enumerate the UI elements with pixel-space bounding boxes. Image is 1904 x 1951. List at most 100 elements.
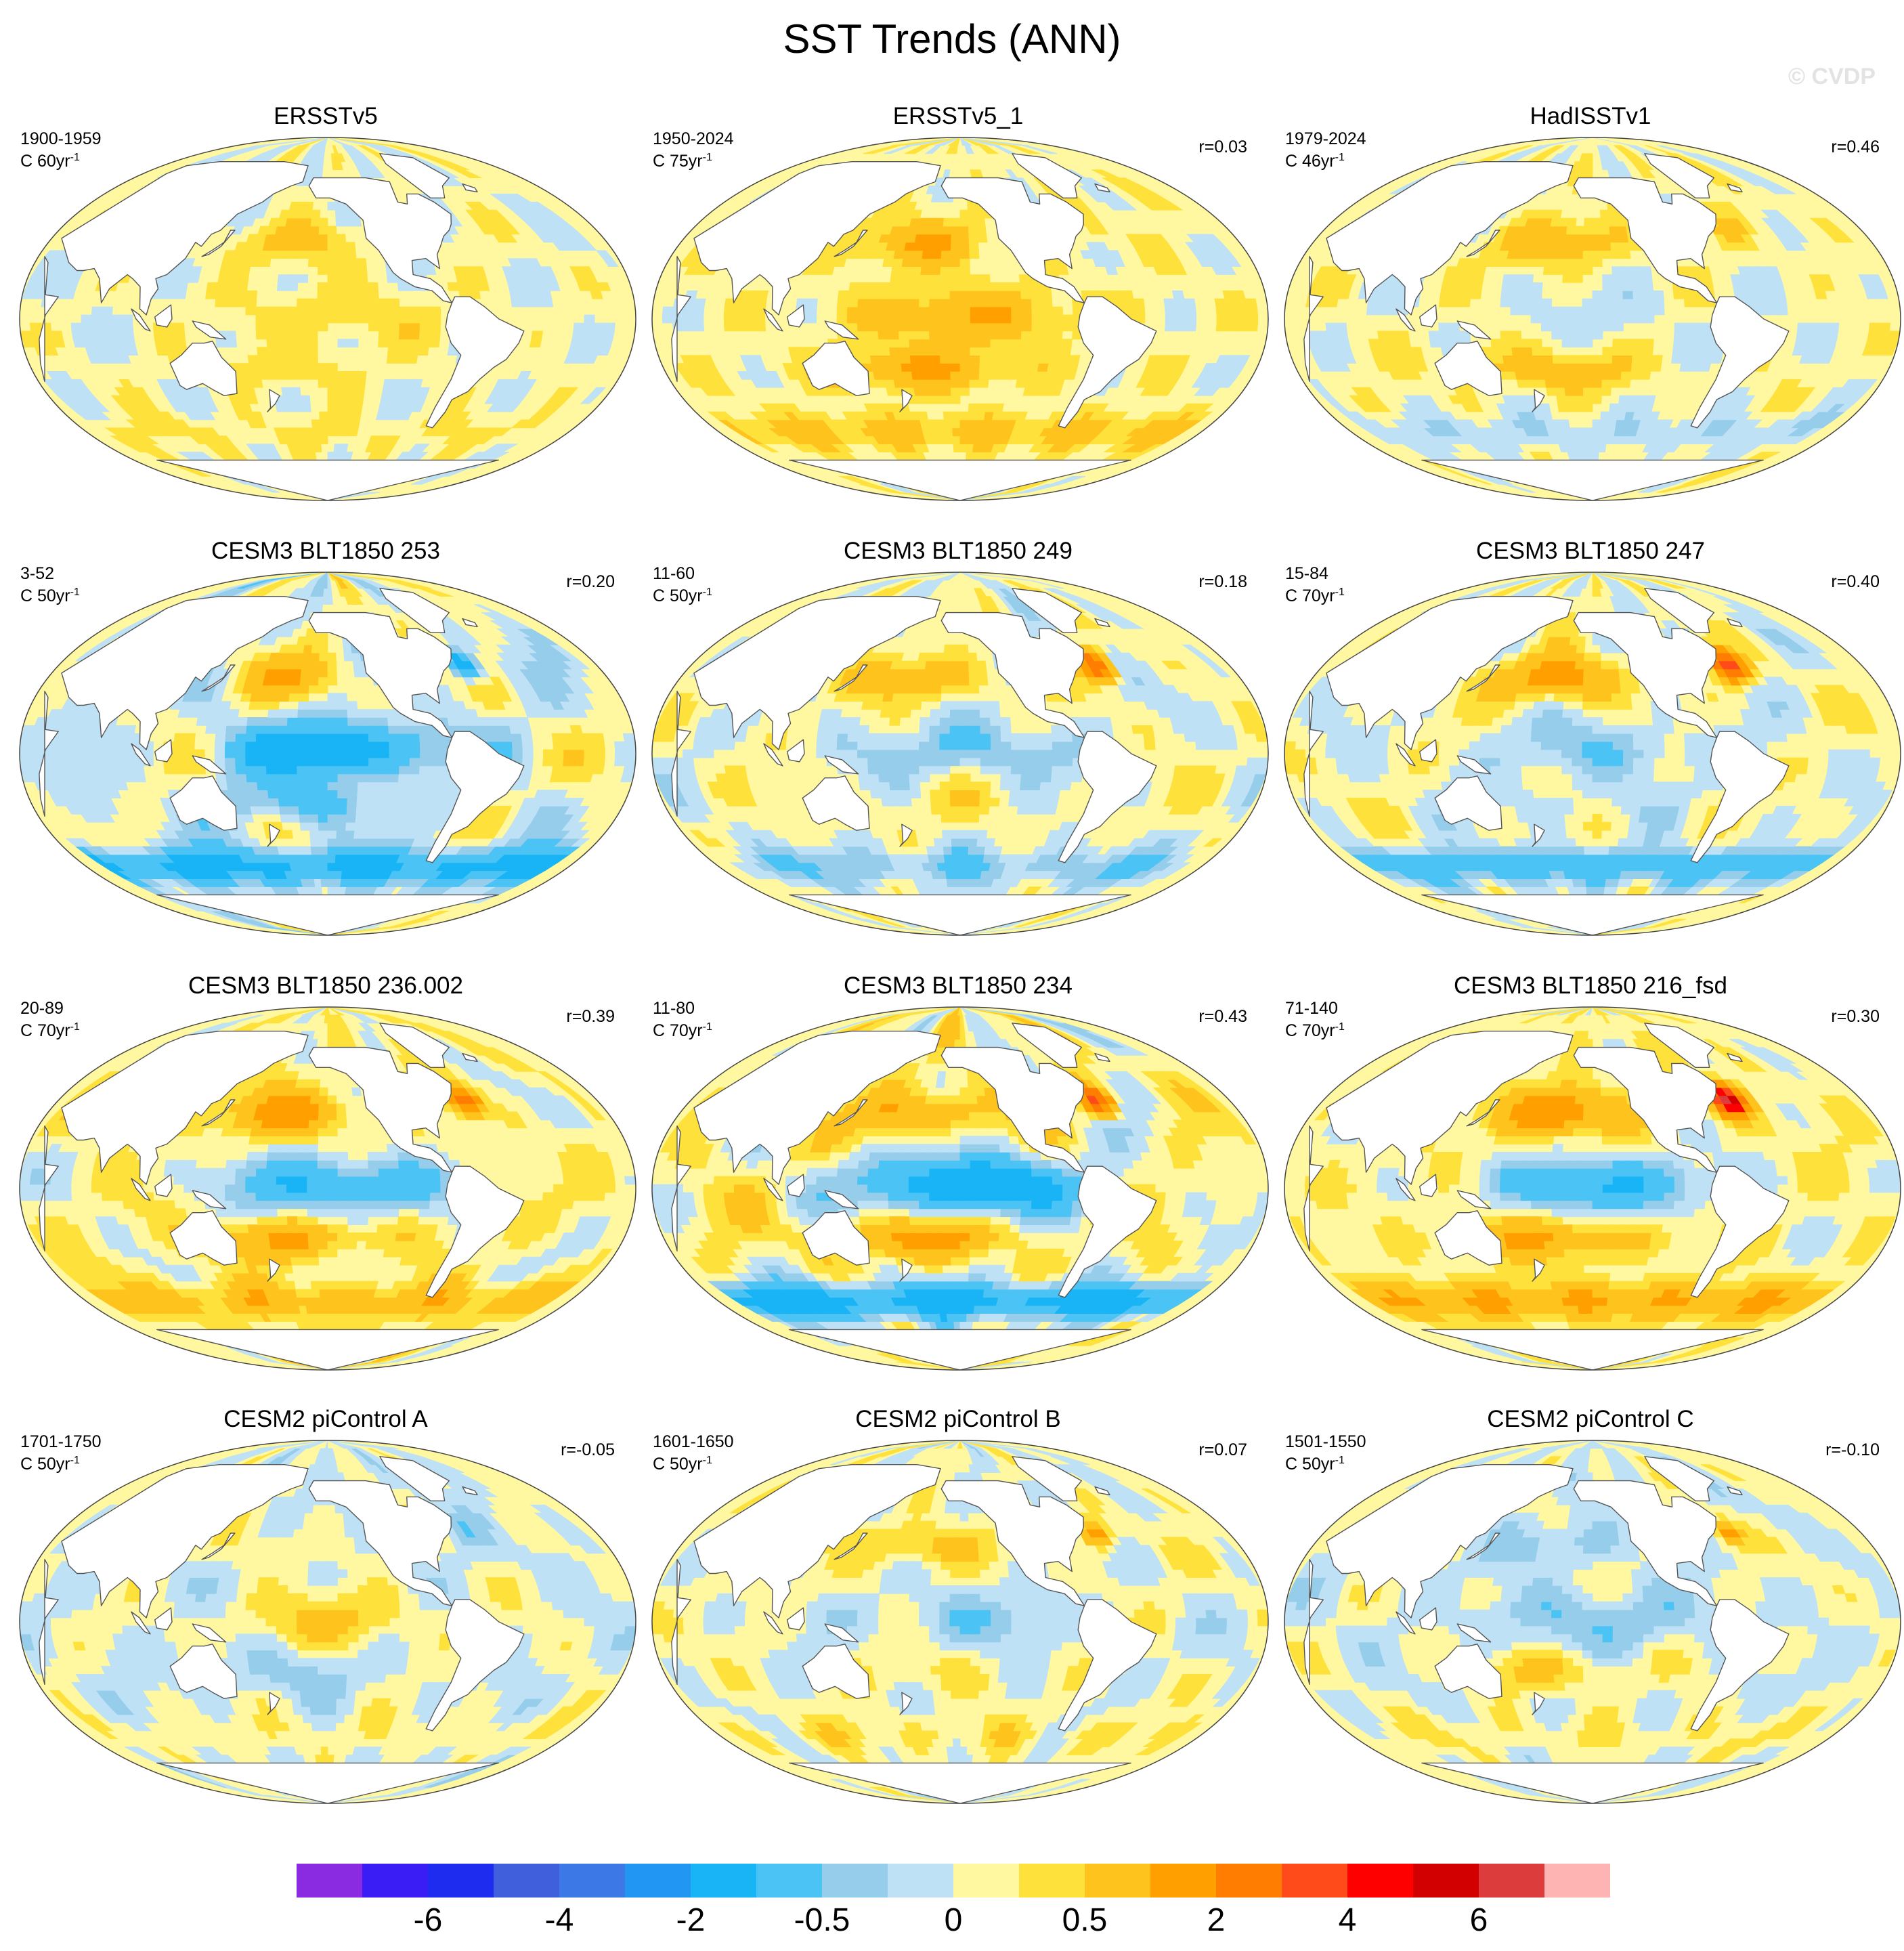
sst-trend-map [1284, 1440, 1901, 1804]
colorbar-swatch [1085, 1864, 1150, 1898]
panel-period: 15-84 [1285, 564, 1328, 583]
panel-title: CESM3 BLT1850 249 [844, 538, 1073, 564]
colorbar-swatch [362, 1864, 428, 1898]
colorbar-swatch [1216, 1864, 1282, 1898]
panel-units-exponent: -1 [1335, 586, 1345, 598]
map-panel: CESM3 BLT1850 236.002 20-89 C 70yr-1 r=0.39 [9, 971, 642, 1377]
colorbar-swatch [1479, 1864, 1544, 1898]
panel-units: C 50yr-1 [20, 1455, 80, 1474]
colorbar-swatch [1347, 1864, 1413, 1898]
colorbar-tick-label: -4 [544, 1902, 574, 1938]
colorbar-swatch [822, 1864, 888, 1898]
panel-correlation: r=0.30 [1831, 1007, 1880, 1026]
panel-title: HadISSTv1 [1530, 103, 1651, 129]
panel-units-exponent: -1 [702, 152, 712, 163]
colorbar-swatch [1150, 1864, 1216, 1898]
map-panel: CESM3 BLT1850 234 11-80 C 70yr-1 r=0.43 [642, 971, 1274, 1377]
colorbar-swatch [1544, 1864, 1610, 1898]
panel-units: C 70yr-1 [20, 1021, 80, 1040]
panel-title: CESM3 BLT1850 253 [211, 538, 440, 564]
colorbar [297, 1864, 1610, 1898]
panel-units-exponent: -1 [70, 152, 80, 163]
colorbar-swatch [428, 1864, 494, 1898]
panel-period: 11-80 [653, 999, 695, 1018]
panel-units: C 50yr-1 [653, 1455, 712, 1474]
colorbar-tick-label: 6 [1469, 1902, 1488, 1938]
colorbar-swatch [559, 1864, 625, 1898]
panel-title: CESM2 piControl C [1487, 1406, 1694, 1432]
panel-period: 1501-1550 [1285, 1432, 1366, 1451]
colorbar-swatch [1019, 1864, 1085, 1898]
panel-units: C 50yr-1 [1285, 1455, 1345, 1474]
panel-units: C 60yr-1 [20, 152, 80, 171]
panel-units-exponent: -1 [1335, 1021, 1345, 1033]
sst-trend-map [1284, 572, 1901, 936]
sst-trend-map [19, 1006, 636, 1371]
panel-title: CESM3 BLT1850 247 [1476, 538, 1705, 564]
map-panel: HadISSTv1 1979-2024 C 46yr-1 r=0.46 [1274, 102, 1904, 508]
panel-period: 1601-1650 [653, 1432, 734, 1451]
panel-units: C 70yr-1 [653, 1021, 712, 1040]
map-panel: CESM3 BLT1850 253 3-52 C 50yr-1 r=0.20 [9, 536, 642, 943]
panel-units-exponent: -1 [702, 1455, 712, 1466]
colorbar-swatch [1413, 1864, 1479, 1898]
sst-trend-map [1284, 137, 1901, 501]
colorbar-swatch [953, 1864, 1019, 1898]
watermark: © CVDP [1788, 64, 1876, 89]
panel-period: 3-52 [20, 564, 55, 583]
panel-correlation: r=-0.05 [561, 1440, 615, 1459]
panel-correlation: r=-0.10 [1825, 1440, 1880, 1459]
panel-title: CESM3 BLT1850 216_fsd [1453, 972, 1728, 999]
colorbar-tick-label: 4 [1338, 1902, 1357, 1938]
colorbar-swatch [888, 1864, 953, 1898]
panel-units: C 50yr-1 [20, 586, 80, 605]
panel-units: C 70yr-1 [1285, 1021, 1345, 1040]
sst-trend-map [651, 1006, 1269, 1371]
map-panel: CESM3 BLT1850 249 11-60 C 50yr-1 r=0.18 [642, 536, 1274, 943]
colorbar-tick-label: 0 [944, 1902, 963, 1938]
panel-correlation: r=0.03 [1198, 137, 1247, 156]
colorbar-swatch [494, 1864, 559, 1898]
sst-trend-map [651, 1440, 1269, 1804]
map-panel: CESM2 piControl C 1501-1550 C 50yr-1 r=-0.1… [1274, 1405, 1904, 1811]
panel-units: C 75yr-1 [653, 152, 712, 171]
panel-correlation: r=0.46 [1831, 137, 1880, 156]
panel-correlation: r=0.40 [1831, 572, 1880, 591]
map-panel: CESM2 piControl B 1601-1650 C 50yr-1 r=0.07 [642, 1405, 1274, 1811]
colorbar-tick-label: -0.5 [794, 1902, 850, 1938]
panel-units-exponent: -1 [702, 586, 712, 598]
map-panel: ERSSTv5 1900-1959 C 60yr-1 [9, 102, 642, 508]
panel-period: 1900-1959 [20, 129, 102, 148]
colorbar-swatch [1282, 1864, 1347, 1898]
colorbar-swatch [297, 1864, 362, 1898]
sst-trend-map [19, 1440, 636, 1804]
panel-correlation: r=0.43 [1198, 1007, 1247, 1026]
colorbar-swatch [625, 1864, 691, 1898]
panel-units-exponent: -1 [702, 1021, 712, 1033]
panel-period: 1950-2024 [653, 129, 734, 148]
panel-period: 20-89 [20, 999, 64, 1018]
panel-correlation: r=0.20 [566, 572, 615, 591]
panel-units-exponent: -1 [70, 1021, 80, 1033]
panel-units: C 70yr-1 [1285, 586, 1345, 605]
panel-units-exponent: -1 [70, 586, 80, 598]
colorbar-swatch [756, 1864, 822, 1898]
figure-title: SST Trends (ANN) [783, 16, 1121, 62]
colorbar-tick-label: -2 [676, 1902, 706, 1938]
colorbar-tick-label: -6 [413, 1902, 443, 1938]
panel-title: ERSSTv5 [274, 103, 378, 129]
colorbar-swatch [691, 1864, 756, 1898]
sst-trend-map [651, 137, 1269, 501]
panel-correlation: r=0.18 [1198, 572, 1247, 591]
panel-period: 71-140 [1285, 999, 1338, 1018]
colorbar-labels: -6 -4 -2 -0.5 0 0.5 2 4 6 [297, 1902, 1610, 1942]
map-panel: CESM2 piControl A 1701-1750 C 50yr-1 r=-0.0… [9, 1405, 642, 1811]
sst-trend-map [651, 572, 1269, 936]
map-panel: CESM3 BLT1850 247 15-84 C 70yr-1 r=0.40 [1274, 536, 1904, 943]
panel-title: CESM2 piControl B [855, 1406, 1061, 1432]
panel-units: C 46yr-1 [1285, 152, 1345, 171]
panel-units-exponent: -1 [1335, 1455, 1345, 1466]
panel-units-exponent: -1 [1335, 152, 1345, 163]
colorbar-tick-label: 2 [1207, 1902, 1226, 1938]
